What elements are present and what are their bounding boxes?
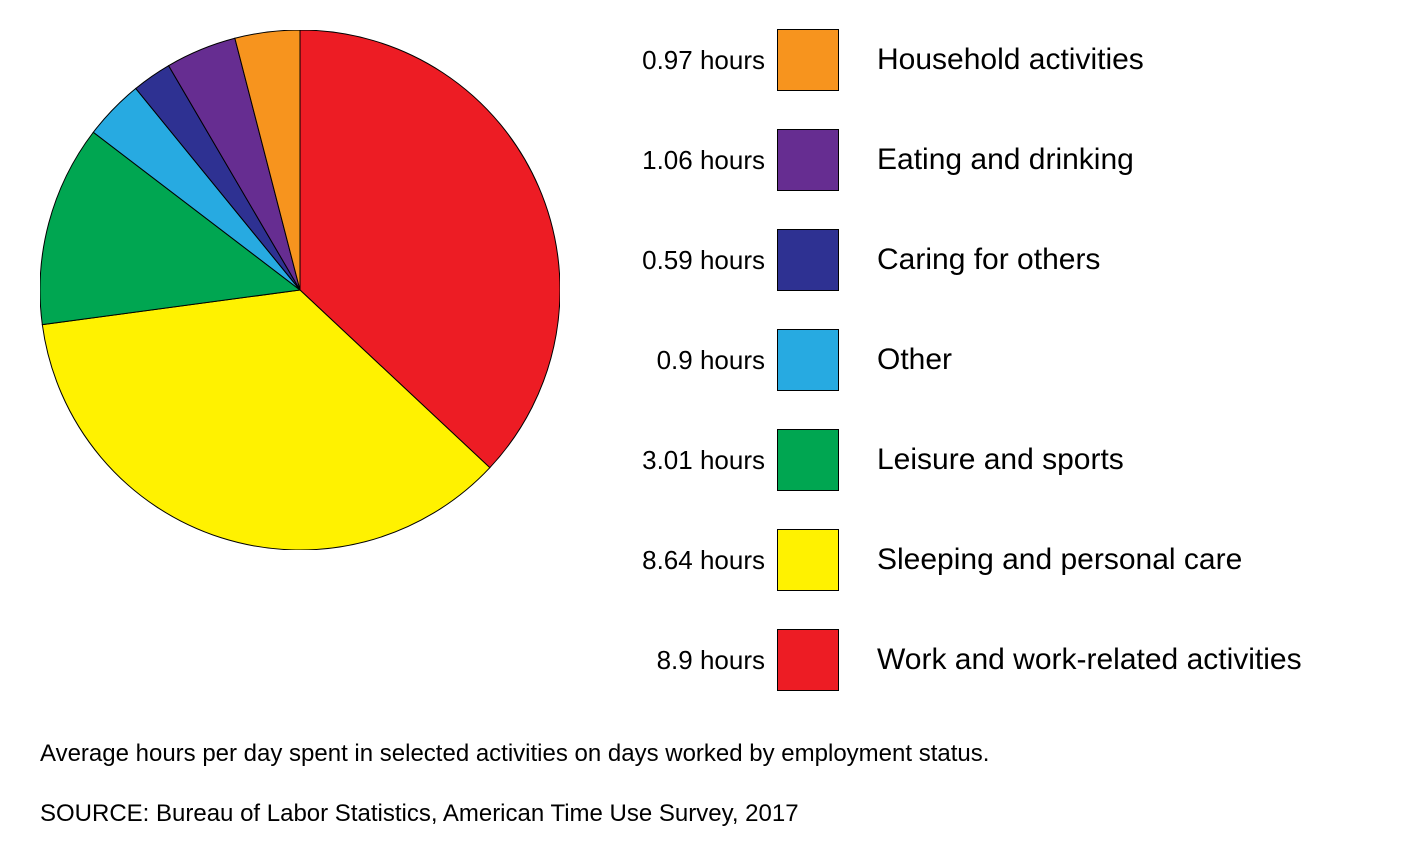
legend-row-leisure: 3.01 hours Leisure and sports xyxy=(600,410,1390,510)
legend-label-other: Other xyxy=(877,343,952,377)
legend-swatch-sleep xyxy=(777,529,839,591)
legend-row-household: 0.97 hours Household activities xyxy=(600,10,1390,110)
legend-label-leisure: Leisure and sports xyxy=(877,443,1124,477)
legend-row-other: 0.9 hours Other xyxy=(600,310,1390,410)
caption-description: Average hours per day spent in selected … xyxy=(40,740,989,768)
legend-row-sleep: 8.64 hours Sleeping and personal care xyxy=(600,510,1390,610)
pie-chart xyxy=(40,30,560,550)
legend: 0.97 hours Household activities 1.06 hours… xyxy=(600,10,1390,710)
legend-label-household: Household activities xyxy=(877,43,1144,77)
caption-source: SOURCE: Bureau of Labor Statistics, Amer… xyxy=(40,800,799,828)
legend-value-other: 0.9 hours xyxy=(600,345,777,376)
legend-row-work: 8.9 hours Work and work-related activitie… xyxy=(600,610,1390,710)
legend-swatch-caring xyxy=(777,229,839,291)
legend-swatch-leisure xyxy=(777,429,839,491)
legend-value-leisure: 3.01 hours xyxy=(600,445,777,476)
legend-value-caring: 0.59 hours xyxy=(600,245,777,276)
legend-value-sleep: 8.64 hours xyxy=(600,545,777,576)
legend-value-household: 0.97 hours xyxy=(600,45,777,76)
legend-value-eating: 1.06 hours xyxy=(600,145,777,176)
legend-label-work: Work and work-related activities xyxy=(877,643,1302,677)
legend-value-work: 8.9 hours xyxy=(600,645,777,676)
legend-label-sleep: Sleeping and personal care xyxy=(877,543,1242,577)
legend-swatch-other xyxy=(777,329,839,391)
legend-swatch-household xyxy=(777,29,839,91)
legend-row-caring: 0.59 hours Caring for others xyxy=(600,210,1390,310)
legend-row-eating: 1.06 hours Eating and drinking xyxy=(600,110,1390,210)
legend-label-eating: Eating and drinking xyxy=(877,143,1134,177)
legend-swatch-eating xyxy=(777,129,839,191)
legend-swatch-work xyxy=(777,629,839,691)
legend-label-caring: Caring for others xyxy=(877,243,1100,277)
